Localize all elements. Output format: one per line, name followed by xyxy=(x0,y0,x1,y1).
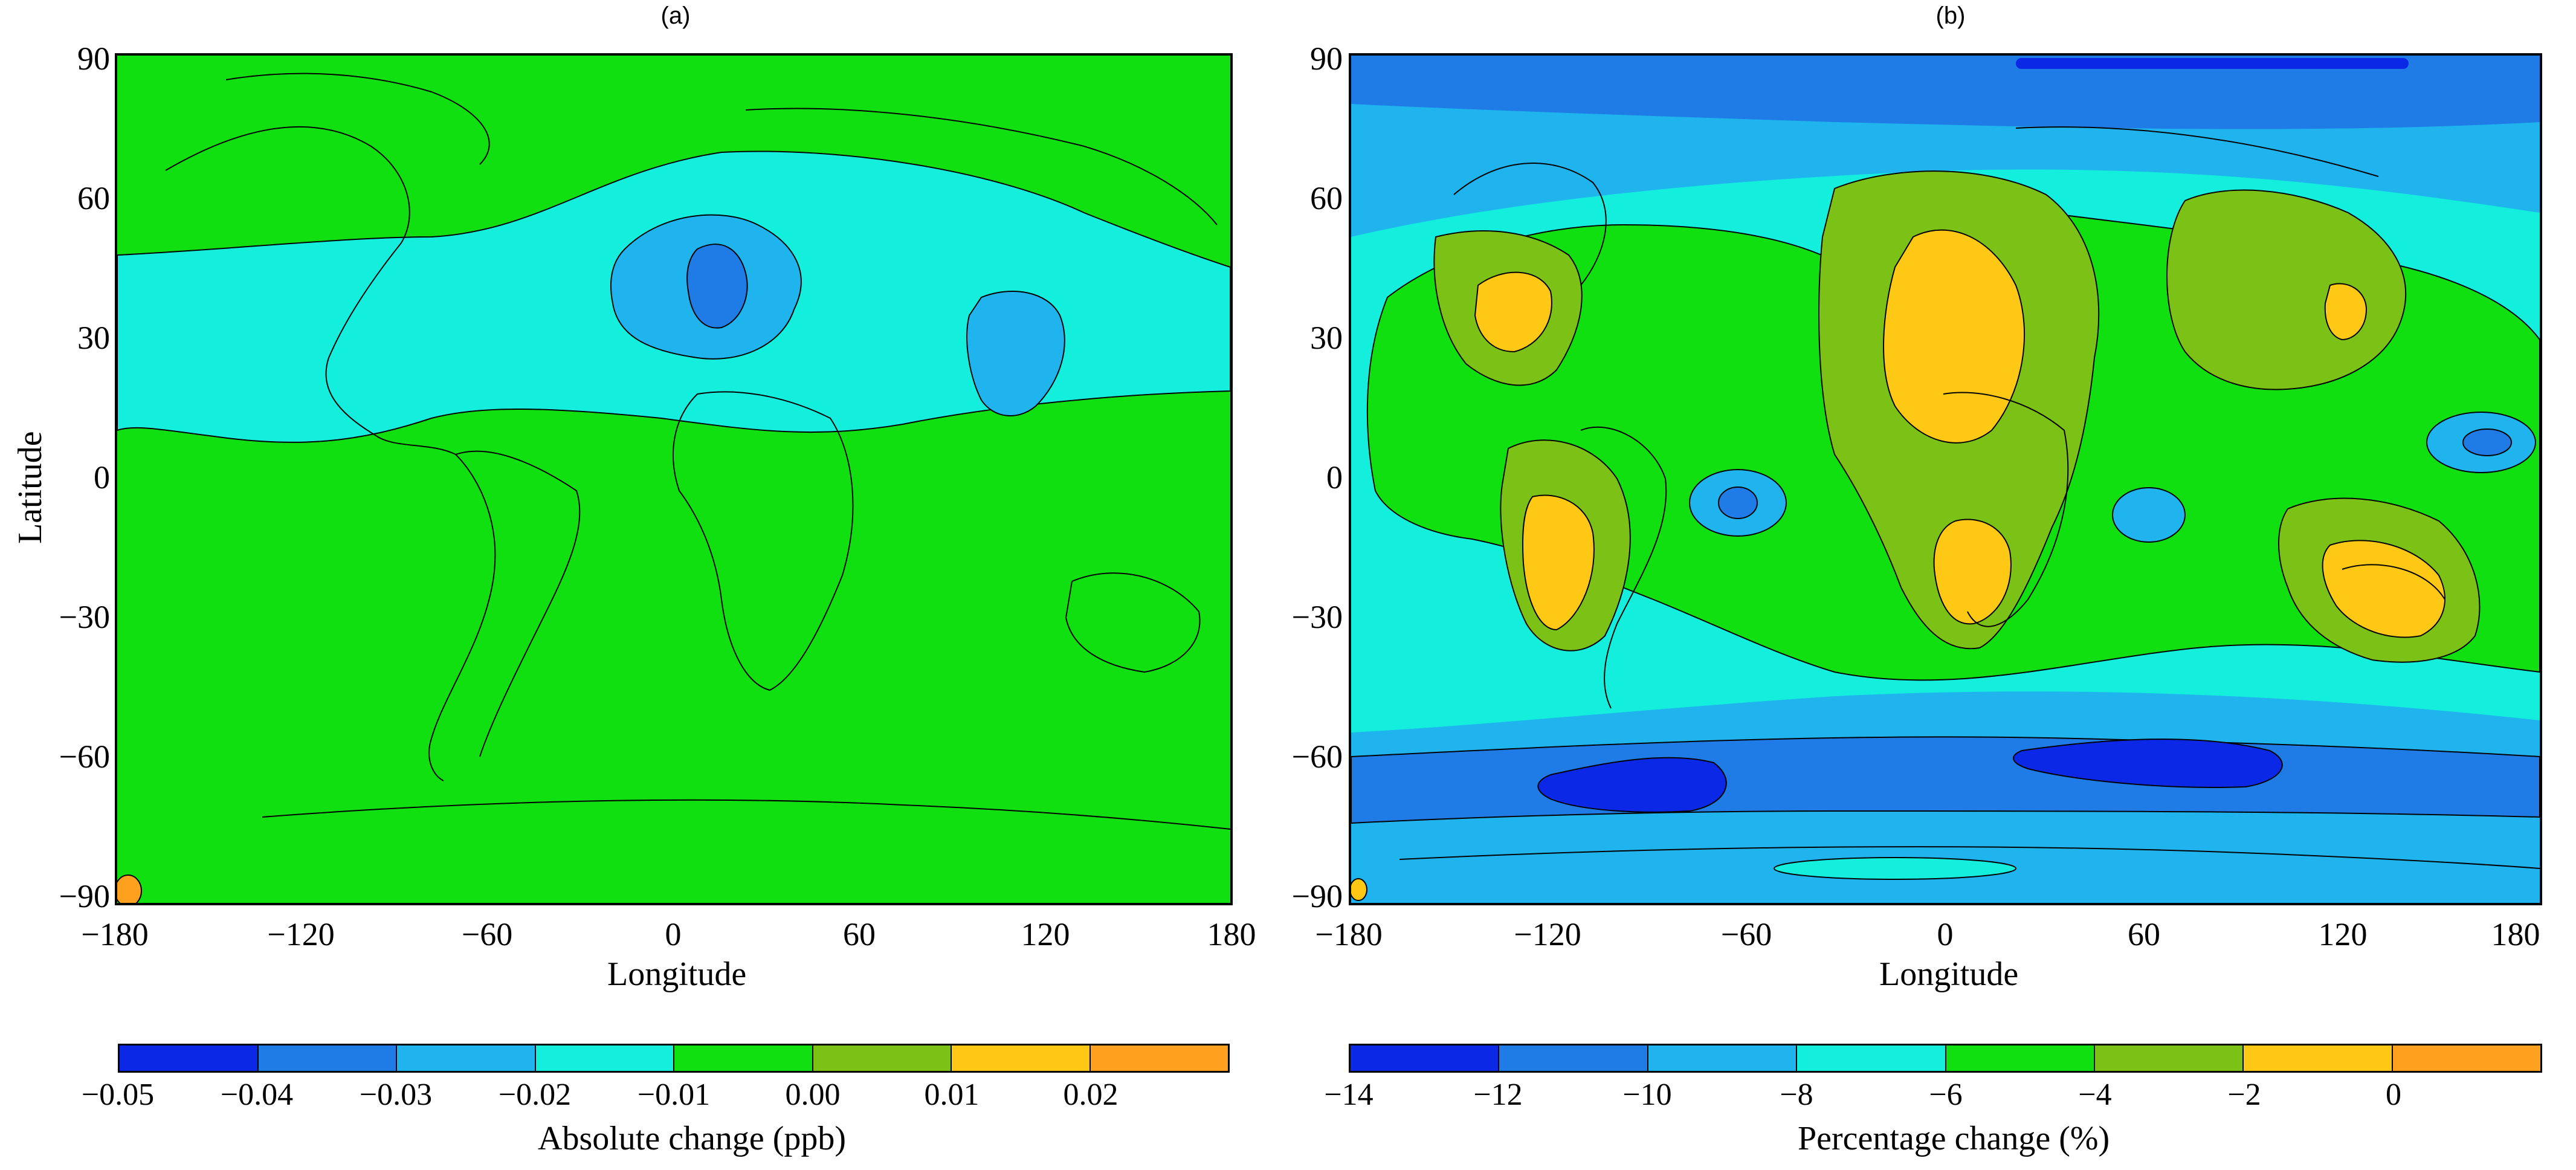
contour-yellow-east-asia xyxy=(2324,283,2368,341)
x-tick: 120 xyxy=(2318,916,2368,952)
colorbar-swatch xyxy=(397,1046,536,1071)
contour-yellow-na xyxy=(1474,271,1552,353)
colorbar-tick: −12 xyxy=(1473,1078,1523,1112)
x-tick: 0 xyxy=(665,916,682,952)
y-tick: 60 xyxy=(1310,180,1343,216)
contour-ocean-blob-3-core xyxy=(2462,428,2512,456)
y-tick: −30 xyxy=(1291,599,1343,635)
contour-dark-south-1 xyxy=(1537,757,1727,813)
x-tick: −120 xyxy=(1514,916,1581,952)
x-tick: −180 xyxy=(1315,916,1383,952)
map-panel-b xyxy=(1349,53,2542,905)
y-tick: −90 xyxy=(1291,878,1343,914)
colorbar-swatch xyxy=(813,1046,952,1071)
colorbar-label: Absolute change (ppb) xyxy=(538,1120,847,1157)
colorbar-tick: 0.01 xyxy=(924,1078,980,1112)
colorbar-b xyxy=(1349,1044,2542,1073)
x-tick: −60 xyxy=(461,916,513,952)
contour-yellow-africa xyxy=(1883,229,2026,444)
contour-ocean-blob-1-core xyxy=(1718,486,1758,519)
colorbar-swatch xyxy=(1351,1046,1500,1071)
coastlines xyxy=(165,73,1230,830)
contour-yellow-corner xyxy=(1351,878,1367,901)
contour-yellow-australia xyxy=(2322,540,2445,638)
colorbar-tick: −2 xyxy=(2227,1078,2261,1112)
colorbar-swatch xyxy=(2392,1046,2540,1071)
colorbar-tick: −0.01 xyxy=(637,1078,711,1112)
x-tick: 0 xyxy=(1937,916,1954,952)
colorbar-swatch xyxy=(535,1046,674,1071)
colorbar-tick: −8 xyxy=(1780,1078,1813,1112)
colorbar-swatch xyxy=(258,1046,397,1071)
map-panel-a-canvas xyxy=(117,56,1230,903)
y-tick: −30 xyxy=(59,599,110,635)
contour-north-polar xyxy=(1351,56,2540,129)
x-tick: −120 xyxy=(267,916,335,952)
y-tick: 0 xyxy=(1326,459,1343,496)
map-panel-b-canvas xyxy=(1351,56,2540,903)
y-tick: 30 xyxy=(1310,320,1343,356)
x-tick: 180 xyxy=(1207,916,1256,952)
x-tick: −60 xyxy=(1720,916,1772,952)
colorbar-tick: −0.05 xyxy=(81,1078,155,1112)
colorbar-tick: −10 xyxy=(1622,1078,1672,1112)
contour-asia-blob xyxy=(966,291,1065,416)
colorbar-label: Percentage change (%) xyxy=(1798,1120,2110,1157)
contour-orange-patch xyxy=(117,874,142,903)
x-axis-label: Longitude xyxy=(607,955,747,993)
x-tick: 60 xyxy=(2128,916,2160,952)
colorbar-tick: −6 xyxy=(1929,1078,1963,1112)
colorbar-swatch xyxy=(1090,1046,1228,1071)
x-tick: −180 xyxy=(81,916,149,952)
map-panel-a xyxy=(115,53,1233,905)
colorbar-tick: −0.02 xyxy=(498,1078,572,1112)
colorbar-swatch xyxy=(2094,1046,2244,1071)
contour-cyan-south-patch xyxy=(1774,857,2016,880)
contour-europe-core xyxy=(686,244,748,329)
y-tick: 60 xyxy=(77,180,110,216)
colorbar-swatch xyxy=(952,1046,1091,1071)
y-axis-label: Latitude xyxy=(11,431,49,544)
colorbar-tick: 0.00 xyxy=(785,1078,841,1112)
y-tick: 90 xyxy=(77,40,110,77)
y-tick: −60 xyxy=(1291,739,1343,775)
colorbar-tick: −4 xyxy=(2078,1078,2112,1112)
contour-southern-band xyxy=(1351,736,2540,824)
colorbar-a xyxy=(118,1044,1230,1073)
coastlines xyxy=(1399,126,2540,869)
contour-north-dark-strip xyxy=(2016,58,2409,69)
contour-ocean-blob-2 xyxy=(2112,487,2186,543)
x-tick: 180 xyxy=(2491,916,2540,952)
colorbar-tick: −14 xyxy=(1324,1078,1374,1112)
colorbar-swatch xyxy=(1499,1046,1648,1071)
y-tick: −90 xyxy=(59,878,110,914)
y-tick: 30 xyxy=(77,320,110,356)
y-tick: −60 xyxy=(59,739,110,775)
colorbar-tick: −0.04 xyxy=(220,1078,294,1112)
panel-a-title: (a) xyxy=(660,2,691,29)
panel-b-title: (b) xyxy=(1935,2,1966,29)
x-tick: 60 xyxy=(843,916,876,952)
colorbar-swatch xyxy=(674,1046,813,1071)
colorbar-tick: 0.02 xyxy=(1063,1078,1119,1112)
x-tick: 120 xyxy=(1021,916,1070,952)
contour-dark-south-2 xyxy=(2013,739,2283,788)
colorbar-swatch xyxy=(1946,1046,2095,1071)
y-tick: 0 xyxy=(94,459,110,496)
colorbar-swatch xyxy=(1797,1046,1946,1071)
x-axis-label: Longitude xyxy=(1879,955,2019,993)
colorbar-swatch xyxy=(120,1046,259,1071)
colorbar-swatch xyxy=(2244,1046,2393,1071)
y-tick: 90 xyxy=(1310,40,1343,77)
colorbar-swatch xyxy=(1648,1046,1798,1071)
contour-yellow-sa xyxy=(1522,494,1595,631)
colorbar-tick: 0 xyxy=(2386,1078,2401,1112)
colorbar-tick: −0.03 xyxy=(359,1078,433,1112)
